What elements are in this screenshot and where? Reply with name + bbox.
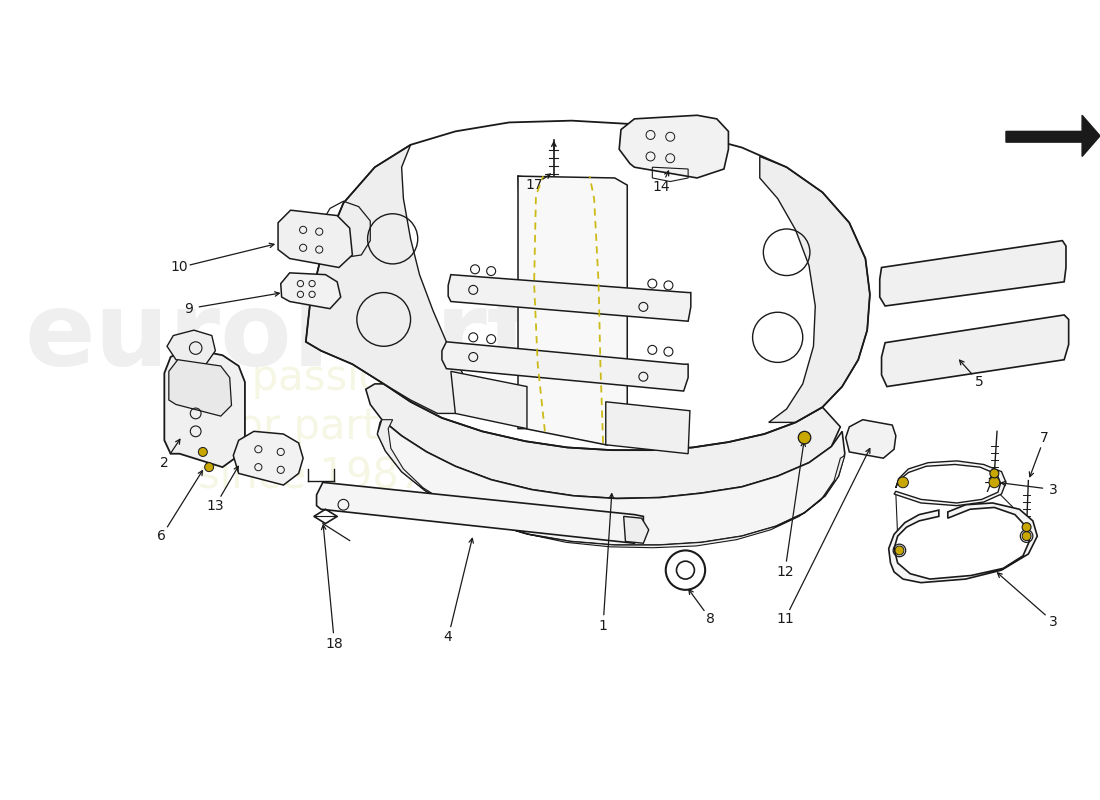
Circle shape xyxy=(990,469,999,478)
Polygon shape xyxy=(280,273,341,309)
Polygon shape xyxy=(846,420,895,458)
Text: 2: 2 xyxy=(160,456,168,470)
Text: 8: 8 xyxy=(706,612,715,626)
Text: 3: 3 xyxy=(1049,615,1058,629)
Circle shape xyxy=(205,462,213,472)
Polygon shape xyxy=(317,482,644,543)
Polygon shape xyxy=(306,145,464,414)
Polygon shape xyxy=(619,115,728,178)
Text: 6: 6 xyxy=(157,529,166,543)
Polygon shape xyxy=(168,360,231,416)
Text: 14: 14 xyxy=(652,180,670,194)
Text: 9: 9 xyxy=(184,302,192,316)
Polygon shape xyxy=(1006,115,1100,157)
Text: 13: 13 xyxy=(207,498,224,513)
Text: 17: 17 xyxy=(526,178,543,192)
Polygon shape xyxy=(164,348,245,467)
Text: 18: 18 xyxy=(326,637,343,650)
Text: 3: 3 xyxy=(1049,482,1058,497)
Circle shape xyxy=(198,447,207,457)
Circle shape xyxy=(1022,532,1031,541)
Polygon shape xyxy=(167,330,216,366)
Text: 5: 5 xyxy=(975,375,983,389)
Polygon shape xyxy=(889,503,1037,582)
Text: 12: 12 xyxy=(776,565,793,579)
Text: 4: 4 xyxy=(443,630,452,644)
Text: a passion
for parts
since 1987: a passion for parts since 1987 xyxy=(198,358,426,497)
Polygon shape xyxy=(377,420,845,545)
Polygon shape xyxy=(366,384,840,498)
Text: euroParts: euroParts xyxy=(25,287,600,388)
Text: 7: 7 xyxy=(1041,430,1049,445)
Polygon shape xyxy=(880,241,1066,306)
Polygon shape xyxy=(760,157,870,422)
Polygon shape xyxy=(448,274,691,322)
Text: 1: 1 xyxy=(598,618,607,633)
Circle shape xyxy=(895,546,904,555)
Polygon shape xyxy=(894,461,1006,506)
Text: 7: 7 xyxy=(983,481,992,494)
Circle shape xyxy=(989,477,1000,488)
Polygon shape xyxy=(233,431,304,485)
Circle shape xyxy=(898,477,909,488)
Circle shape xyxy=(1022,522,1031,532)
Polygon shape xyxy=(442,342,689,391)
Polygon shape xyxy=(881,315,1069,386)
Polygon shape xyxy=(377,420,845,548)
Polygon shape xyxy=(278,210,352,267)
Polygon shape xyxy=(606,402,690,454)
Circle shape xyxy=(799,431,811,444)
Polygon shape xyxy=(451,371,527,429)
Polygon shape xyxy=(624,516,649,543)
Text: 10: 10 xyxy=(170,261,188,274)
Text: 11: 11 xyxy=(776,612,794,626)
Polygon shape xyxy=(518,176,627,445)
